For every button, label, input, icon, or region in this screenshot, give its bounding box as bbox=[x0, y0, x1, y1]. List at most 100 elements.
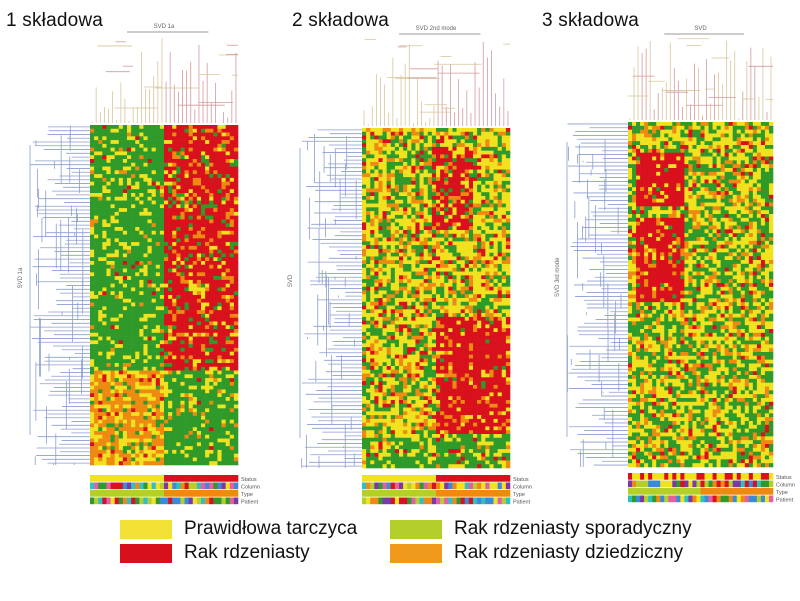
heatmap-cell bbox=[436, 146, 441, 151]
heatmap-cell bbox=[147, 446, 152, 451]
heatmap-cell bbox=[155, 283, 161, 288]
heatmap-cell bbox=[172, 211, 177, 216]
heatmap-cell bbox=[147, 442, 152, 447]
heatmap-cell bbox=[233, 431, 239, 436]
heatmap-cell bbox=[122, 136, 128, 141]
heatmap-cell bbox=[168, 453, 173, 458]
heatmap-cell bbox=[464, 211, 470, 216]
heatmap-cell bbox=[192, 219, 198, 224]
heatmap-cell bbox=[118, 159, 124, 164]
heatmap-cell bbox=[382, 226, 387, 231]
heatmap-cell bbox=[213, 442, 218, 447]
heatmap-cell bbox=[427, 199, 433, 204]
heatmap-cell bbox=[366, 158, 371, 163]
heatmap-cell bbox=[452, 218, 457, 223]
heatmap-cell bbox=[131, 321, 136, 326]
heatmap-cell bbox=[180, 457, 185, 462]
heatmap-cell bbox=[106, 446, 111, 451]
heatmap-cell bbox=[205, 128, 210, 133]
heatmap-cell bbox=[225, 181, 231, 186]
heatmap-cell bbox=[196, 347, 202, 352]
heatmap-cell bbox=[98, 193, 103, 198]
annotation-cell bbox=[164, 497, 169, 505]
heatmap-cell bbox=[151, 227, 157, 232]
heatmap-cell bbox=[110, 196, 115, 201]
annotation-cell bbox=[135, 497, 140, 505]
heatmap-cell bbox=[151, 355, 157, 360]
heatmap-cell bbox=[172, 295, 177, 300]
heatmap-cell bbox=[172, 423, 177, 428]
heatmap-cell bbox=[403, 214, 408, 219]
heatmap-cell bbox=[213, 147, 218, 152]
heatmap-cell bbox=[399, 218, 404, 223]
heatmap-cell bbox=[403, 188, 408, 193]
heatmap-cell bbox=[98, 370, 103, 375]
heatmap-cell bbox=[159, 283, 165, 288]
heatmap-cell bbox=[172, 264, 177, 269]
heatmap-cell bbox=[110, 295, 115, 300]
heatmap-cell bbox=[98, 125, 103, 130]
heatmap-cell bbox=[399, 245, 404, 250]
heatmap-cell bbox=[403, 154, 408, 159]
heatmap-cell bbox=[155, 370, 161, 375]
heatmap-cell bbox=[419, 146, 424, 151]
heatmap-cell bbox=[374, 260, 379, 265]
heatmap-cell bbox=[477, 199, 482, 204]
heatmap-cell bbox=[399, 180, 404, 185]
heatmap-cell bbox=[106, 147, 111, 152]
heatmap-cell bbox=[159, 332, 165, 337]
heatmap-cell bbox=[217, 174, 222, 179]
heatmap-cell bbox=[411, 211, 416, 216]
heatmap-cell bbox=[147, 291, 152, 296]
heatmap-cell bbox=[110, 298, 115, 303]
heatmap-cell bbox=[217, 125, 222, 130]
heatmap-cell bbox=[217, 336, 222, 341]
heatmap-cell bbox=[464, 169, 470, 174]
heatmap-cell bbox=[464, 188, 470, 193]
heatmap-cell bbox=[151, 193, 157, 198]
heatmap-cell bbox=[102, 340, 107, 345]
heatmap-cell bbox=[127, 313, 132, 318]
heatmap-cell bbox=[505, 177, 511, 182]
heatmap-cell bbox=[452, 173, 457, 178]
heatmap-cell bbox=[114, 215, 120, 220]
heatmap-cell bbox=[209, 298, 214, 303]
heatmap-cell bbox=[168, 408, 173, 413]
heatmap-cell bbox=[176, 344, 181, 349]
heatmap-cell bbox=[131, 347, 136, 352]
heatmap-cell bbox=[201, 378, 206, 383]
heatmap-cell bbox=[90, 351, 95, 356]
heatmap-cell bbox=[192, 461, 198, 466]
heatmap-cell bbox=[481, 211, 486, 216]
heatmap-cell bbox=[168, 404, 173, 409]
heatmap-cell bbox=[217, 298, 222, 303]
heatmap-cell bbox=[127, 310, 132, 315]
heatmap-cell bbox=[431, 230, 437, 235]
heatmap-cell bbox=[188, 208, 194, 213]
heatmap-cell bbox=[196, 427, 202, 432]
heatmap-cell bbox=[192, 344, 198, 349]
heatmap-cell bbox=[122, 230, 128, 235]
heatmap-cell bbox=[374, 271, 379, 276]
heatmap-cell bbox=[131, 253, 136, 258]
heatmap-cell bbox=[159, 215, 165, 220]
heatmap-cell bbox=[209, 400, 214, 405]
heatmap-cell bbox=[225, 249, 231, 254]
heatmap-cell bbox=[127, 400, 132, 405]
heatmap-cell bbox=[225, 442, 231, 447]
heatmap-cell bbox=[229, 366, 235, 371]
heatmap-cell bbox=[448, 211, 453, 216]
heatmap-cell bbox=[411, 165, 416, 170]
heatmap-cell bbox=[172, 279, 177, 284]
heatmap-cell bbox=[366, 169, 371, 174]
heatmap-cell bbox=[229, 389, 235, 394]
heatmap-cell bbox=[110, 181, 115, 186]
heatmap-cell bbox=[155, 181, 161, 186]
heatmap-cell bbox=[468, 222, 474, 227]
heatmap-cell bbox=[168, 295, 173, 300]
heatmap-cell bbox=[213, 287, 218, 292]
heatmap-cell bbox=[168, 264, 173, 269]
heatmap-cell bbox=[131, 230, 136, 235]
heatmap-cell bbox=[485, 264, 490, 269]
heatmap-cell bbox=[225, 374, 231, 379]
